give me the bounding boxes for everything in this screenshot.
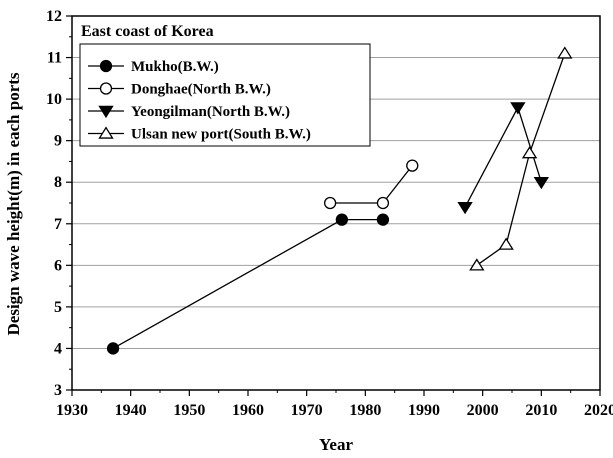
series-line bbox=[476, 53, 566, 266]
legend-marker bbox=[98, 126, 114, 139]
x-tick-label: 2020 bbox=[584, 402, 613, 419]
y-tick-label: 7 bbox=[54, 216, 62, 233]
series-3 bbox=[469, 46, 573, 271]
y-tick-label: 4 bbox=[54, 340, 62, 357]
legend-label: Ulsan new port(South B.W.) bbox=[131, 127, 311, 143]
series-0 bbox=[106, 213, 390, 355]
y-tick-label: 12 bbox=[46, 8, 62, 25]
y-axis-title: Design wave height(m) in each ports bbox=[4, 72, 23, 335]
legend-box bbox=[79, 43, 371, 147]
legend-entry: Mukho(B.W.) bbox=[88, 59, 219, 75]
data-point bbox=[106, 342, 120, 355]
legend-marker bbox=[98, 105, 114, 119]
legend-label: Yeongilman(North B.W.) bbox=[131, 104, 290, 120]
data-point bbox=[557, 46, 573, 59]
series-line bbox=[112, 218, 383, 350]
x-tick-label: 1970 bbox=[291, 402, 323, 419]
legend-entry: Yeongilman(North B.W.) bbox=[88, 104, 290, 120]
series-layer bbox=[106, 46, 573, 355]
series-1 bbox=[323, 159, 419, 210]
y-tick-label: 5 bbox=[54, 299, 62, 316]
y-tick-label: 3 bbox=[54, 382, 62, 399]
data-point bbox=[406, 159, 419, 172]
series-line bbox=[330, 165, 413, 204]
x-tick-label: 1940 bbox=[115, 402, 147, 419]
legend: Mukho(B.W.) Donghae(North B.W.) Yeongilman… bbox=[79, 43, 371, 147]
data-point bbox=[533, 177, 550, 190]
legend-entry: Donghae(North B.W.) bbox=[88, 82, 271, 98]
data-point bbox=[376, 196, 390, 210]
y-tick-label: 6 bbox=[54, 257, 62, 274]
x-tick-label: 1930 bbox=[56, 402, 88, 419]
x-tick-label: 1960 bbox=[232, 402, 264, 419]
x-tick-label: 2000 bbox=[467, 402, 499, 419]
tick-layer: 3 4 5 6 7 8 9 10 11 12 1930 1940 1950 1960 1970 1980 199… bbox=[46, 8, 613, 419]
legend-marker bbox=[99, 59, 113, 73]
legend-label: Mukho(B.W.) bbox=[131, 59, 219, 75]
x-tick-label: 1980 bbox=[349, 402, 381, 419]
x-axis-title: Year bbox=[319, 435, 353, 454]
data-point bbox=[457, 201, 473, 215]
y-tick-label: 9 bbox=[54, 133, 62, 150]
chart-annotation: East coast of Korea bbox=[81, 23, 214, 40]
y-tick-label: 8 bbox=[54, 174, 62, 191]
x-tick-label: 1990 bbox=[408, 402, 440, 419]
data-point bbox=[335, 213, 349, 226]
data-point bbox=[376, 213, 390, 226]
data-point bbox=[510, 102, 526, 115]
x-tick-label: 2010 bbox=[525, 402, 557, 419]
legend-entry: Ulsan new port(South B.W.) bbox=[88, 126, 311, 143]
legend-label: Donghae(North B.W.) bbox=[131, 82, 271, 98]
data-point bbox=[323, 196, 337, 210]
data-point bbox=[469, 258, 485, 271]
data-point bbox=[521, 146, 538, 159]
y-tick-label: 10 bbox=[46, 91, 62, 108]
y-tick-label: 11 bbox=[47, 50, 62, 67]
legend-marker bbox=[99, 82, 113, 95]
data-point bbox=[498, 237, 514, 250]
x-tick-label: 1950 bbox=[173, 402, 205, 419]
